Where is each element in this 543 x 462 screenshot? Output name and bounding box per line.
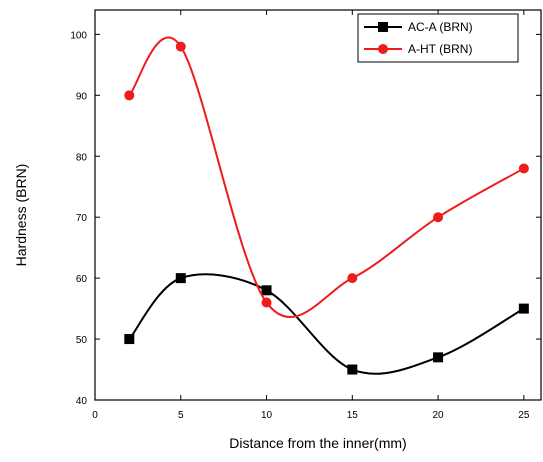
x-tick-label: 5 — [178, 410, 184, 421]
data-point — [518, 163, 529, 174]
x-tick-label: 0 — [92, 410, 98, 421]
data-point — [347, 364, 358, 375]
x-tick-label: 15 — [347, 410, 359, 421]
data-point — [175, 273, 186, 284]
x-tick-label: 20 — [433, 410, 445, 421]
y-tick-label: 50 — [76, 335, 88, 346]
plot-frame — [94, 9, 542, 401]
legend-marker — [378, 22, 388, 32]
y-tick-label: 100 — [70, 30, 87, 41]
y-tick-label: 70 — [76, 213, 88, 224]
data-point — [261, 285, 272, 296]
x-tick-label: 10 — [261, 410, 273, 421]
series-layer — [124, 36, 529, 375]
y-tick-label: 80 — [76, 152, 88, 163]
series-1 — [124, 273, 529, 375]
x-axis-title: Distance from the inner(mm) — [229, 435, 406, 451]
data-point — [175, 41, 186, 52]
legend-item: AC-A (BRN) — [364, 20, 473, 34]
legend-item: A-HT (BRN) — [364, 42, 472, 56]
y-axis-title: Hardness (BRN) — [13, 164, 29, 267]
data-point — [433, 212, 444, 223]
x-tick-label: 25 — [518, 410, 530, 421]
data-point — [124, 334, 135, 345]
y-tick-label: 60 — [76, 274, 88, 285]
legend-label: AC-A (BRN) — [408, 20, 473, 34]
data-point — [347, 273, 358, 284]
data-point — [433, 352, 444, 363]
series-2 — [124, 36, 529, 318]
axes — [94, 9, 542, 401]
data-point — [518, 303, 529, 314]
legend-marker — [378, 44, 388, 54]
series-line — [128, 273, 525, 375]
data-point — [124, 90, 135, 101]
data-point — [261, 297, 272, 308]
y-tick-label: 40 — [76, 396, 88, 407]
y-tick-label: 90 — [76, 91, 88, 102]
legend-label: A-HT (BRN) — [408, 42, 472, 56]
legend: AC-A (BRN) A-HT (BRN) — [357, 13, 519, 63]
